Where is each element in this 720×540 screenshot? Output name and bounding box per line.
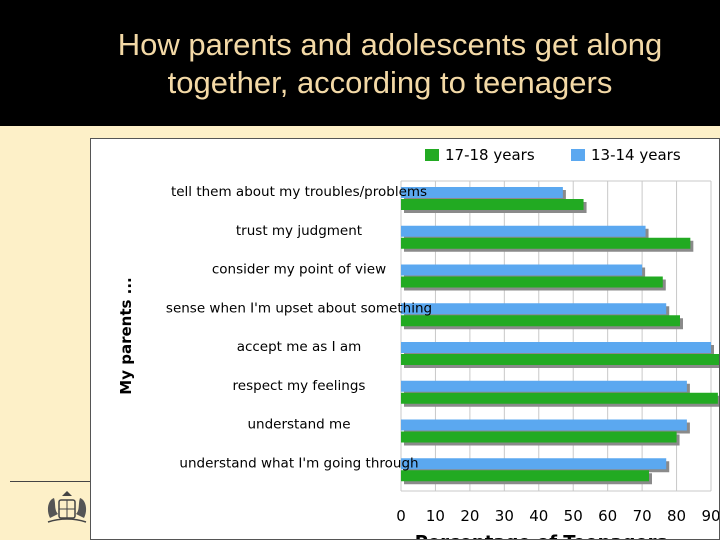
legend-label: 13-14 years	[591, 146, 681, 164]
footer-divider	[10, 481, 90, 482]
x-tick-label: 60	[598, 507, 617, 525]
x-tick-label: 70	[633, 507, 652, 525]
x-tick-label: 40	[529, 507, 548, 525]
title-line-1: How parents and adolescents get along	[117, 27, 663, 62]
legend-swatch	[425, 149, 439, 161]
bars	[401, 187, 719, 485]
category-label: respect my feelings	[233, 378, 366, 394]
slide-title: How parents and adolescents get along to…	[60, 26, 720, 102]
category-label: understand what I'm going through	[179, 455, 418, 471]
category-label: accept me as I am	[237, 339, 362, 355]
x-tick-label: 90	[701, 507, 720, 525]
x-axis-label: Percentage of Teenagers	[415, 532, 668, 540]
bar-13-14-years	[401, 225, 646, 237]
bar-17-18-years	[401, 431, 677, 443]
y-axis-label: My parents ...	[117, 277, 135, 394]
category-label: consider my point of view	[212, 262, 386, 278]
legend: 17-18 years 13-14 years	[425, 146, 681, 164]
bar-17-18-years	[401, 276, 663, 288]
category-label: understand me	[247, 417, 350, 433]
bar-13-14-years	[401, 342, 711, 353]
bar-17-18-years	[401, 392, 718, 404]
bar-13-14-years	[401, 187, 563, 198]
x-tick-labels: 0 10 20 30 40 50 60 70 80 90	[396, 507, 720, 525]
bar-17-18-years	[401, 470, 649, 482]
bar-17-18-years	[401, 237, 691, 249]
bar-17-18-years	[401, 315, 680, 327]
x-tick-label: 0	[396, 507, 406, 525]
category-label: tell them about my troubles/problems	[171, 184, 427, 200]
category-labels: tell them about my troubles/problems trus…	[166, 184, 432, 471]
x-tick-label: 20	[460, 507, 479, 525]
bar-chart: tell them about my troubles/problems trus…	[117, 146, 720, 540]
category-label: sense when I'm upset about something	[166, 300, 432, 316]
legend-label: 17-18 years	[445, 146, 535, 164]
legend-swatch	[571, 149, 585, 161]
x-tick-label: 30	[495, 507, 514, 525]
title-line-2: together, according to teenagers	[167, 65, 613, 100]
bar-13-14-years	[401, 380, 687, 392]
bar-13-14-years	[401, 458, 667, 470]
bar-13-14-years	[401, 264, 643, 276]
x-tick-label: 10	[426, 507, 445, 525]
bar-17-18-years	[401, 354, 719, 365]
chart-panel: tell them about my troubles/problems trus…	[90, 138, 720, 540]
bar-17-18-years	[401, 199, 584, 210]
coat-of-arms-icon	[47, 491, 87, 523]
bar-13-14-years	[401, 419, 687, 431]
x-tick-label: 80	[667, 507, 686, 525]
x-tick-label: 50	[564, 507, 583, 525]
slide-header: How parents and adolescents get along to…	[0, 0, 720, 126]
category-label: trust my judgment	[236, 223, 362, 239]
bar-13-14-years	[401, 303, 667, 315]
